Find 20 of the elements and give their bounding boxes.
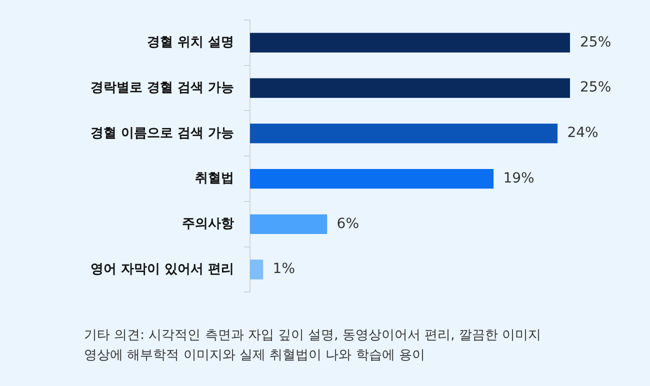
bar: [250, 214, 328, 234]
bar: [250, 32, 570, 53]
text: 영상에 해부학적 이미지와 실제 취혈법이 나와 학습에 용이: [84, 347, 426, 365]
data-label: 25%: [580, 80, 612, 96]
y-tick-label: 경혈 위치 설명: [146, 35, 234, 50]
y-tick-label: 영어 자막이 있어서 편리: [90, 262, 234, 277]
y-tick-label: 주의사항: [182, 216, 234, 232]
text: 기타 의견: 시각적인 측면과 자입 깊이 설명, 동영상이어서 편리, 깔끔한 이미지: [84, 327, 541, 345]
y-tick-label: 경혈 이름으로 검색 가능: [90, 126, 234, 141]
bar: [250, 168, 494, 189]
data-label: 6%: [336, 216, 360, 232]
bar: [250, 260, 264, 280]
data-label: 24%: [567, 125, 598, 142]
y-tick-label: 취혈법: [195, 171, 234, 186]
bar: [250, 78, 570, 98]
y-tick-label: 경락별로 경혈 검색 가능: [90, 80, 234, 96]
data-label: 19%: [503, 170, 534, 186]
data-label: 25%: [580, 34, 612, 50]
bar: [250, 124, 558, 144]
data-label: 1%: [272, 261, 296, 278]
